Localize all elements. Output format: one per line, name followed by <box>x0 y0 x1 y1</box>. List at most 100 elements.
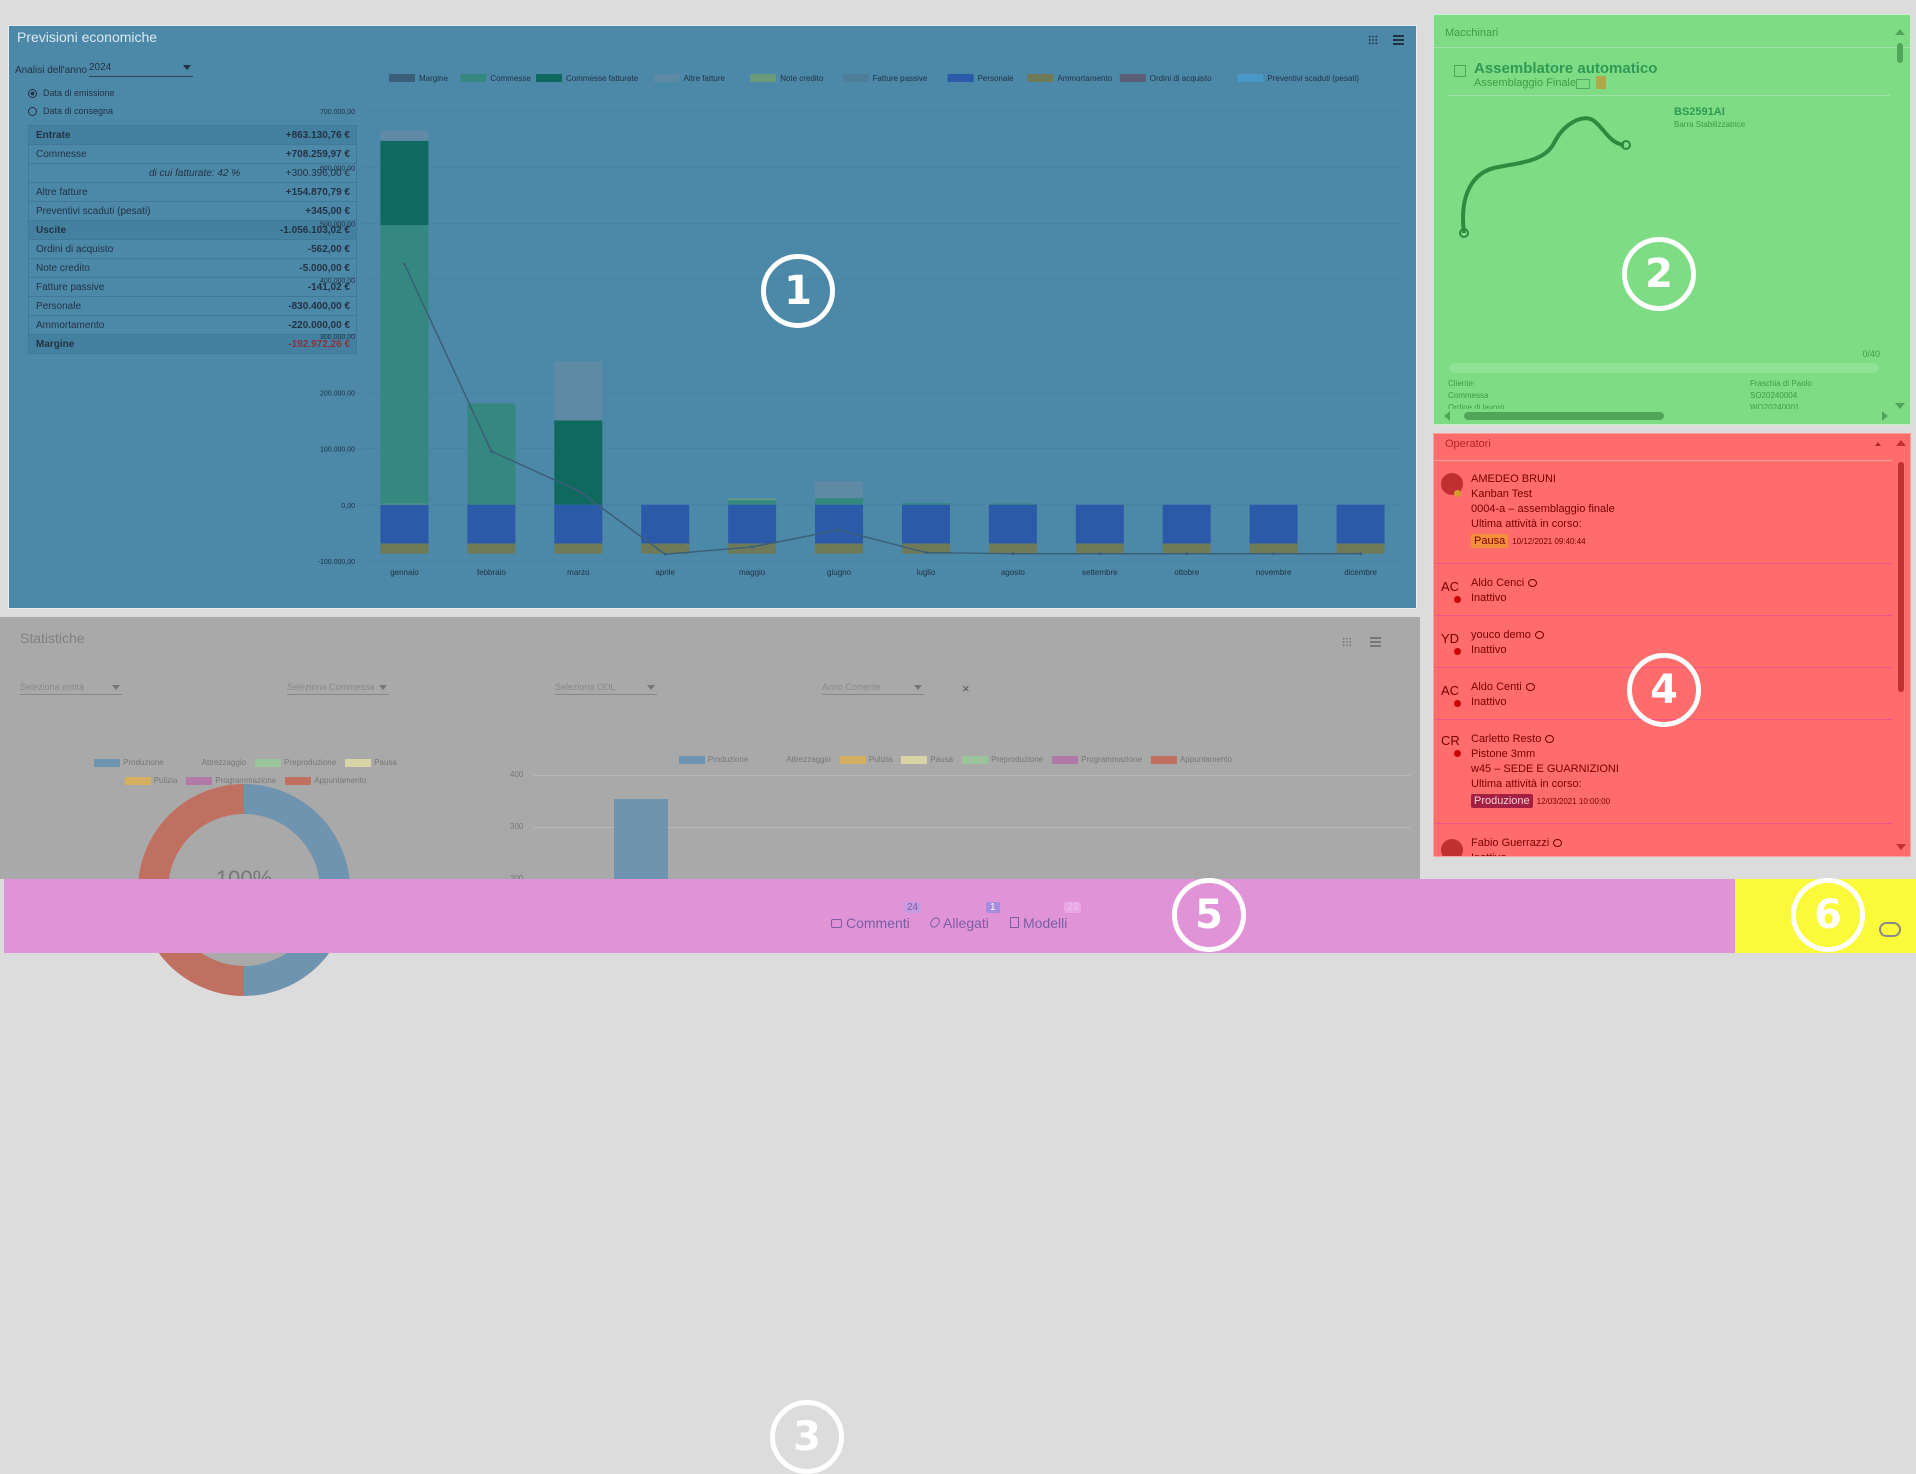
cliente-label: Cliente: <box>1448 379 1476 388</box>
ordine-label: Ordine di lavoro <box>1448 403 1505 409</box>
filter-select[interactable]: Anno Corrente <box>822 682 924 695</box>
legend-swatch <box>1119 74 1146 82</box>
summary-value: -562,00 € <box>307 244 350 255</box>
bar-segment <box>467 504 516 544</box>
summary-row: Ordini di acquisto -562,00 € <box>29 240 356 259</box>
vertical-scrollbar[interactable] <box>1894 29 1906 409</box>
operator-item[interactable]: CR Carletto Resto Pistone 3mm w45 – SEDE E … <box>1434 720 1892 824</box>
summary-value: -830.400,00 € <box>288 301 350 312</box>
summary-value: +708.259,97 € <box>285 149 350 160</box>
scroll-up-icon[interactable] <box>1895 29 1905 35</box>
filter-select[interactable]: Seleziona entità <box>20 682 122 695</box>
bar-segment <box>641 504 690 544</box>
filter-value: Seleziona entità <box>20 682 85 692</box>
vertical-scrollbar[interactable] <box>1895 440 1907 850</box>
operator-info: Carletto Resto Pistone 3mm w45 – SEDE E GU… <box>1471 732 1619 809</box>
legend-label: Produzione <box>707 755 749 764</box>
machine-name[interactable]: Assemblatore automatico <box>1474 60 1658 77</box>
comment-icon[interactable] <box>1545 735 1555 744</box>
chevron-down-icon <box>379 685 387 694</box>
scroll-thumb[interactable] <box>1464 412 1664 420</box>
operator-item[interactable]: AC Aldo Cenci Inattivo <box>1434 564 1892 616</box>
comment-icon[interactable] <box>1525 683 1535 692</box>
legend-swatch <box>285 776 312 785</box>
chevron-down-icon <box>183 65 191 74</box>
legend-swatch <box>839 755 866 764</box>
status-dot <box>1454 750 1461 757</box>
legend-swatch <box>186 776 213 785</box>
operator-item[interactable]: Fabio GuerrazziInattivo <box>1434 824 1892 856</box>
operator-name: AMEDEO BRUNI <box>1471 473 1556 485</box>
collapse-icon[interactable] <box>1875 442 1881 446</box>
machine-checkbox[interactable] <box>1454 65 1466 77</box>
bar-segment <box>728 543 777 554</box>
operators-panel: Operatori AMEDEO BRUNI Kanban Test 0004-a … <box>1433 433 1911 857</box>
bar-segment <box>1162 543 1211 554</box>
scroll-right-icon[interactable] <box>1882 411 1888 421</box>
legend-swatch <box>842 74 869 82</box>
legend-label: Fatture passive <box>873 74 928 83</box>
chevron-down-icon <box>647 685 655 694</box>
legend-label: Preproduzione <box>284 758 337 767</box>
panel-title: Statistiche <box>20 630 85 646</box>
year-select[interactable]: 2024 <box>89 62 193 77</box>
attachments-link[interactable]: Allegati <box>928 915 989 931</box>
comments-label: Commenti <box>846 915 910 931</box>
comment-icon[interactable] <box>1528 579 1538 588</box>
bar-segment <box>554 543 603 554</box>
progress-bar <box>1449 363 1879 373</box>
bar-segment <box>467 403 516 505</box>
comments-link[interactable]: Commenti <box>831 915 910 931</box>
grid-view-icon[interactable] <box>1368 35 1378 45</box>
scroll-down-icon[interactable] <box>1896 844 1906 850</box>
x-tick-label: marzo <box>567 568 590 577</box>
summary-value: +300.396,00 € <box>285 168 350 179</box>
chat-icon[interactable] <box>1879 922 1901 937</box>
margin-point <box>663 552 667 556</box>
summary-row: Margine -192.972,26 € <box>29 335 356 354</box>
scroll-left-icon[interactable] <box>1444 411 1450 421</box>
avatar: CR <box>1441 733 1460 748</box>
summary-row: Ammortamento -220.000,00 € <box>29 316 356 335</box>
scroll-up-icon[interactable] <box>1896 440 1906 446</box>
margin-point <box>750 545 754 549</box>
chat-corner[interactable]: 6 <box>1735 878 1916 953</box>
comment-icon[interactable] <box>1553 839 1563 848</box>
list-view-icon[interactable] <box>1393 35 1404 45</box>
economic-chart: Margine Commesse Commesse fatturate Altre f… <box>318 74 1404 577</box>
margin-point <box>1098 552 1102 556</box>
image-icon <box>1576 79 1590 89</box>
legend-label: Programmazione <box>1081 755 1143 764</box>
summary-label: di cui fatturate: 42 % <box>149 168 241 179</box>
margin-point <box>1185 552 1189 556</box>
bar-segment <box>901 543 950 554</box>
summary-label: Ordini di acquisto <box>36 244 114 255</box>
list-view-icon[interactable] <box>1370 637 1381 647</box>
summary-label: Margine <box>36 339 75 350</box>
scroll-down-icon[interactable] <box>1895 403 1905 409</box>
radio-emission[interactable]: Data di emissione <box>28 88 115 99</box>
filter-select[interactable]: Seleziona Commessa <box>287 682 389 695</box>
scroll-thumb[interactable] <box>1898 462 1904 692</box>
horizontal-scrollbar[interactable] <box>1444 411 1888 421</box>
status-dot <box>1454 490 1461 497</box>
bar-segment <box>901 504 950 544</box>
clear-filter-button[interactable]: × <box>962 681 970 696</box>
operator-detail: 0004-a – assemblaggio finale <box>1471 503 1615 515</box>
summary-value: +863.130,76 € <box>285 130 350 141</box>
legend-label: Altre fatture <box>684 74 726 83</box>
comment-icon[interactable] <box>1534 631 1544 640</box>
bar-segment <box>1075 504 1124 544</box>
operator-item[interactable]: AMEDEO BRUNI Kanban Test 0004-a – assembla… <box>1434 460 1892 564</box>
legend-item: Preproduzione <box>255 758 336 767</box>
filter-select[interactable]: Seleziona ODL <box>555 682 657 695</box>
margin-point <box>402 262 406 266</box>
radio-delivery[interactable]: Data di consegna <box>28 106 113 117</box>
scroll-thumb[interactable] <box>1897 43 1903 63</box>
marker-3: 3 <box>770 1400 844 1474</box>
bar-segment <box>641 543 690 554</box>
status-badge: Produzione <box>1471 794 1533 808</box>
templates-link[interactable]: Modelli <box>1010 915 1067 931</box>
bar-segment <box>815 504 864 544</box>
grid-view-icon[interactable] <box>1342 637 1352 647</box>
